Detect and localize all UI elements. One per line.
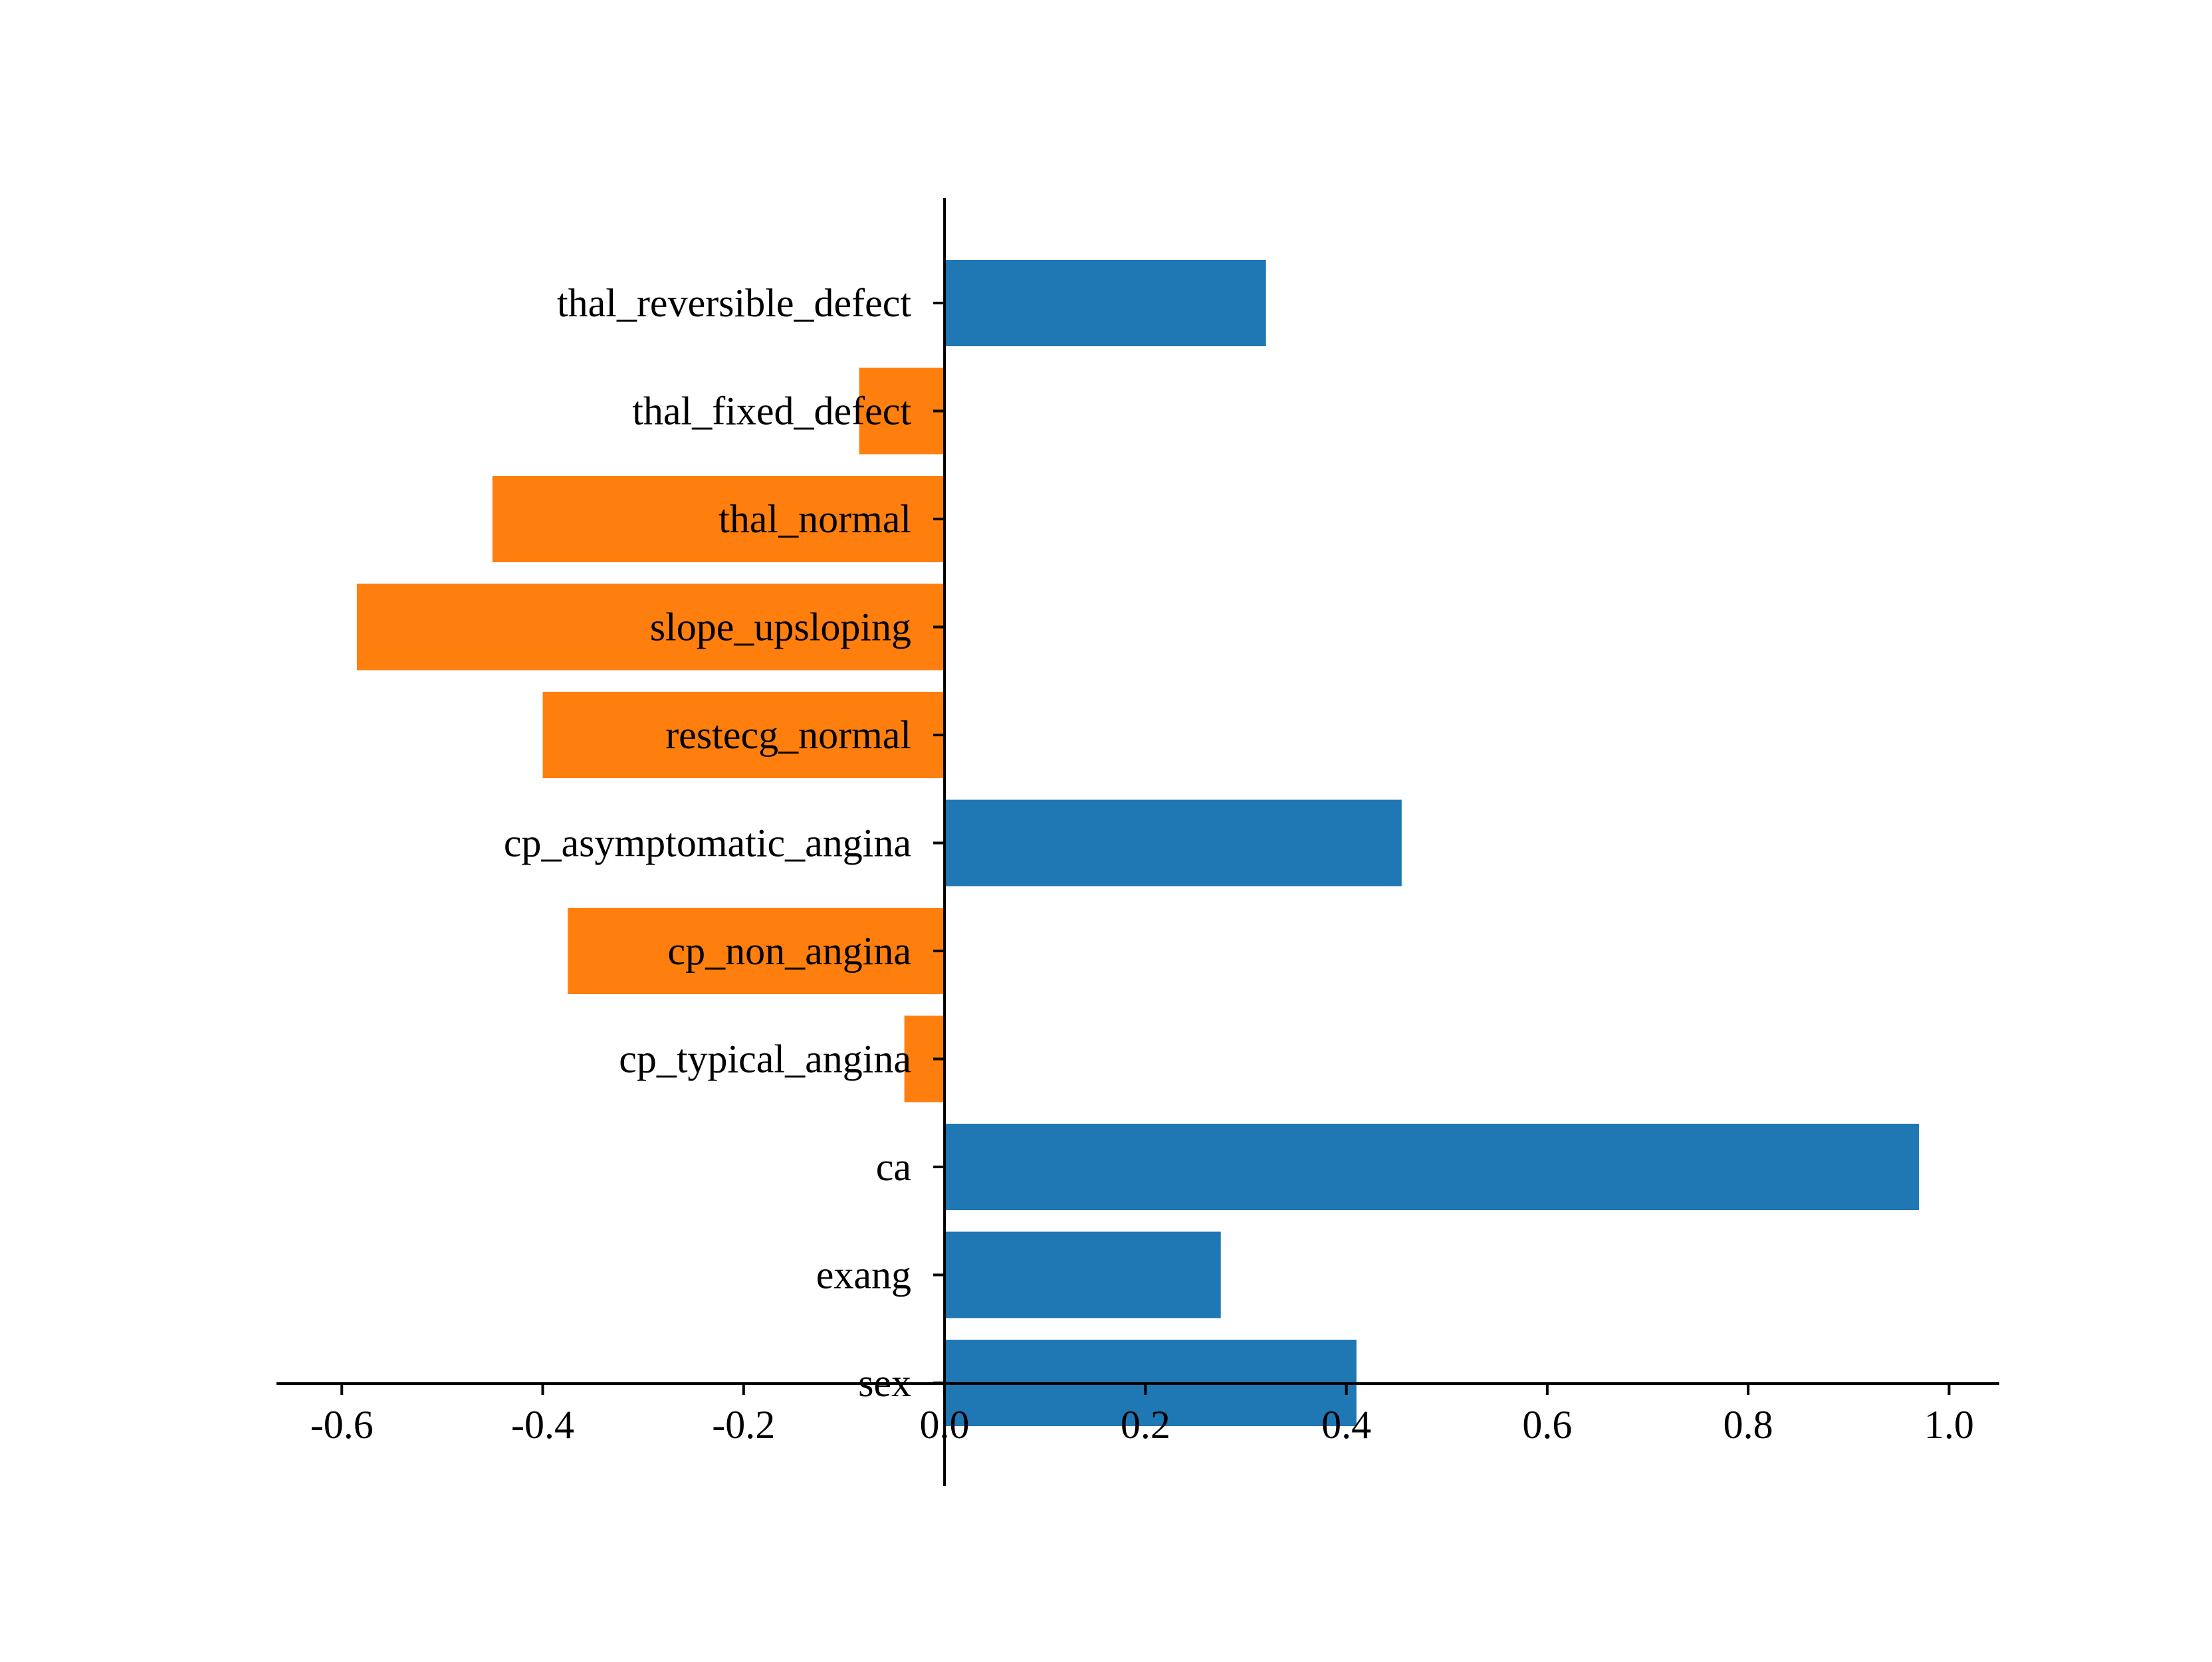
y-tick-label: thal_fixed_defect (632, 389, 911, 433)
x-tick-label: -0.4 (511, 1403, 574, 1447)
x-tick-label: -0.2 (712, 1403, 775, 1447)
bar-restecg-normal (542, 692, 944, 778)
y-tick-label: ca (876, 1145, 911, 1189)
y-tick-label: cp_non_angina (667, 929, 911, 973)
x-tick-label: -0.6 (310, 1403, 374, 1447)
axes-layer (276, 198, 1999, 1486)
bars-layer (356, 260, 1920, 1426)
y-tick-label: thal_reversible_defect (557, 281, 911, 325)
x-tick-label: 0.8 (1723, 1403, 1773, 1447)
bar-slope-upsloping (356, 583, 945, 671)
x-tick-label: 0.0 (920, 1403, 970, 1447)
y-tick-label: cp_typical_angina (619, 1037, 911, 1081)
y-tick-label: exang (816, 1253, 911, 1297)
y-tick-label: thal_normal (719, 497, 911, 541)
y-tick-label: cp_asymptomatic_angina (504, 821, 911, 865)
bar-ca (944, 1124, 1920, 1210)
bar-thal-reversible-defect (944, 260, 1266, 346)
x-tick-label: 0.4 (1321, 1403, 1371, 1447)
x-tick-label: 0.2 (1121, 1403, 1170, 1447)
y-tick-label: restecg_normal (665, 713, 911, 757)
labels-layer: -0.6 -0.4 -0.2 0.0 0.2 0.4 0.6 0.8 1.0 sex exang ca… (310, 281, 1974, 1447)
x-tick-label: 1.0 (1924, 1403, 1974, 1447)
bar-exang (944, 1231, 1221, 1318)
y-tick-label: sex (858, 1361, 911, 1405)
bar-thal-fixed-defect (859, 367, 945, 455)
bar-cp-asymptomatic-angina (944, 799, 1402, 886)
x-tick-label: 0.6 (1522, 1403, 1572, 1447)
bar-thal-normal (492, 476, 944, 562)
y-tick-label: slope_upsloping (650, 605, 911, 649)
bar-cp-non-angina (568, 908, 945, 994)
